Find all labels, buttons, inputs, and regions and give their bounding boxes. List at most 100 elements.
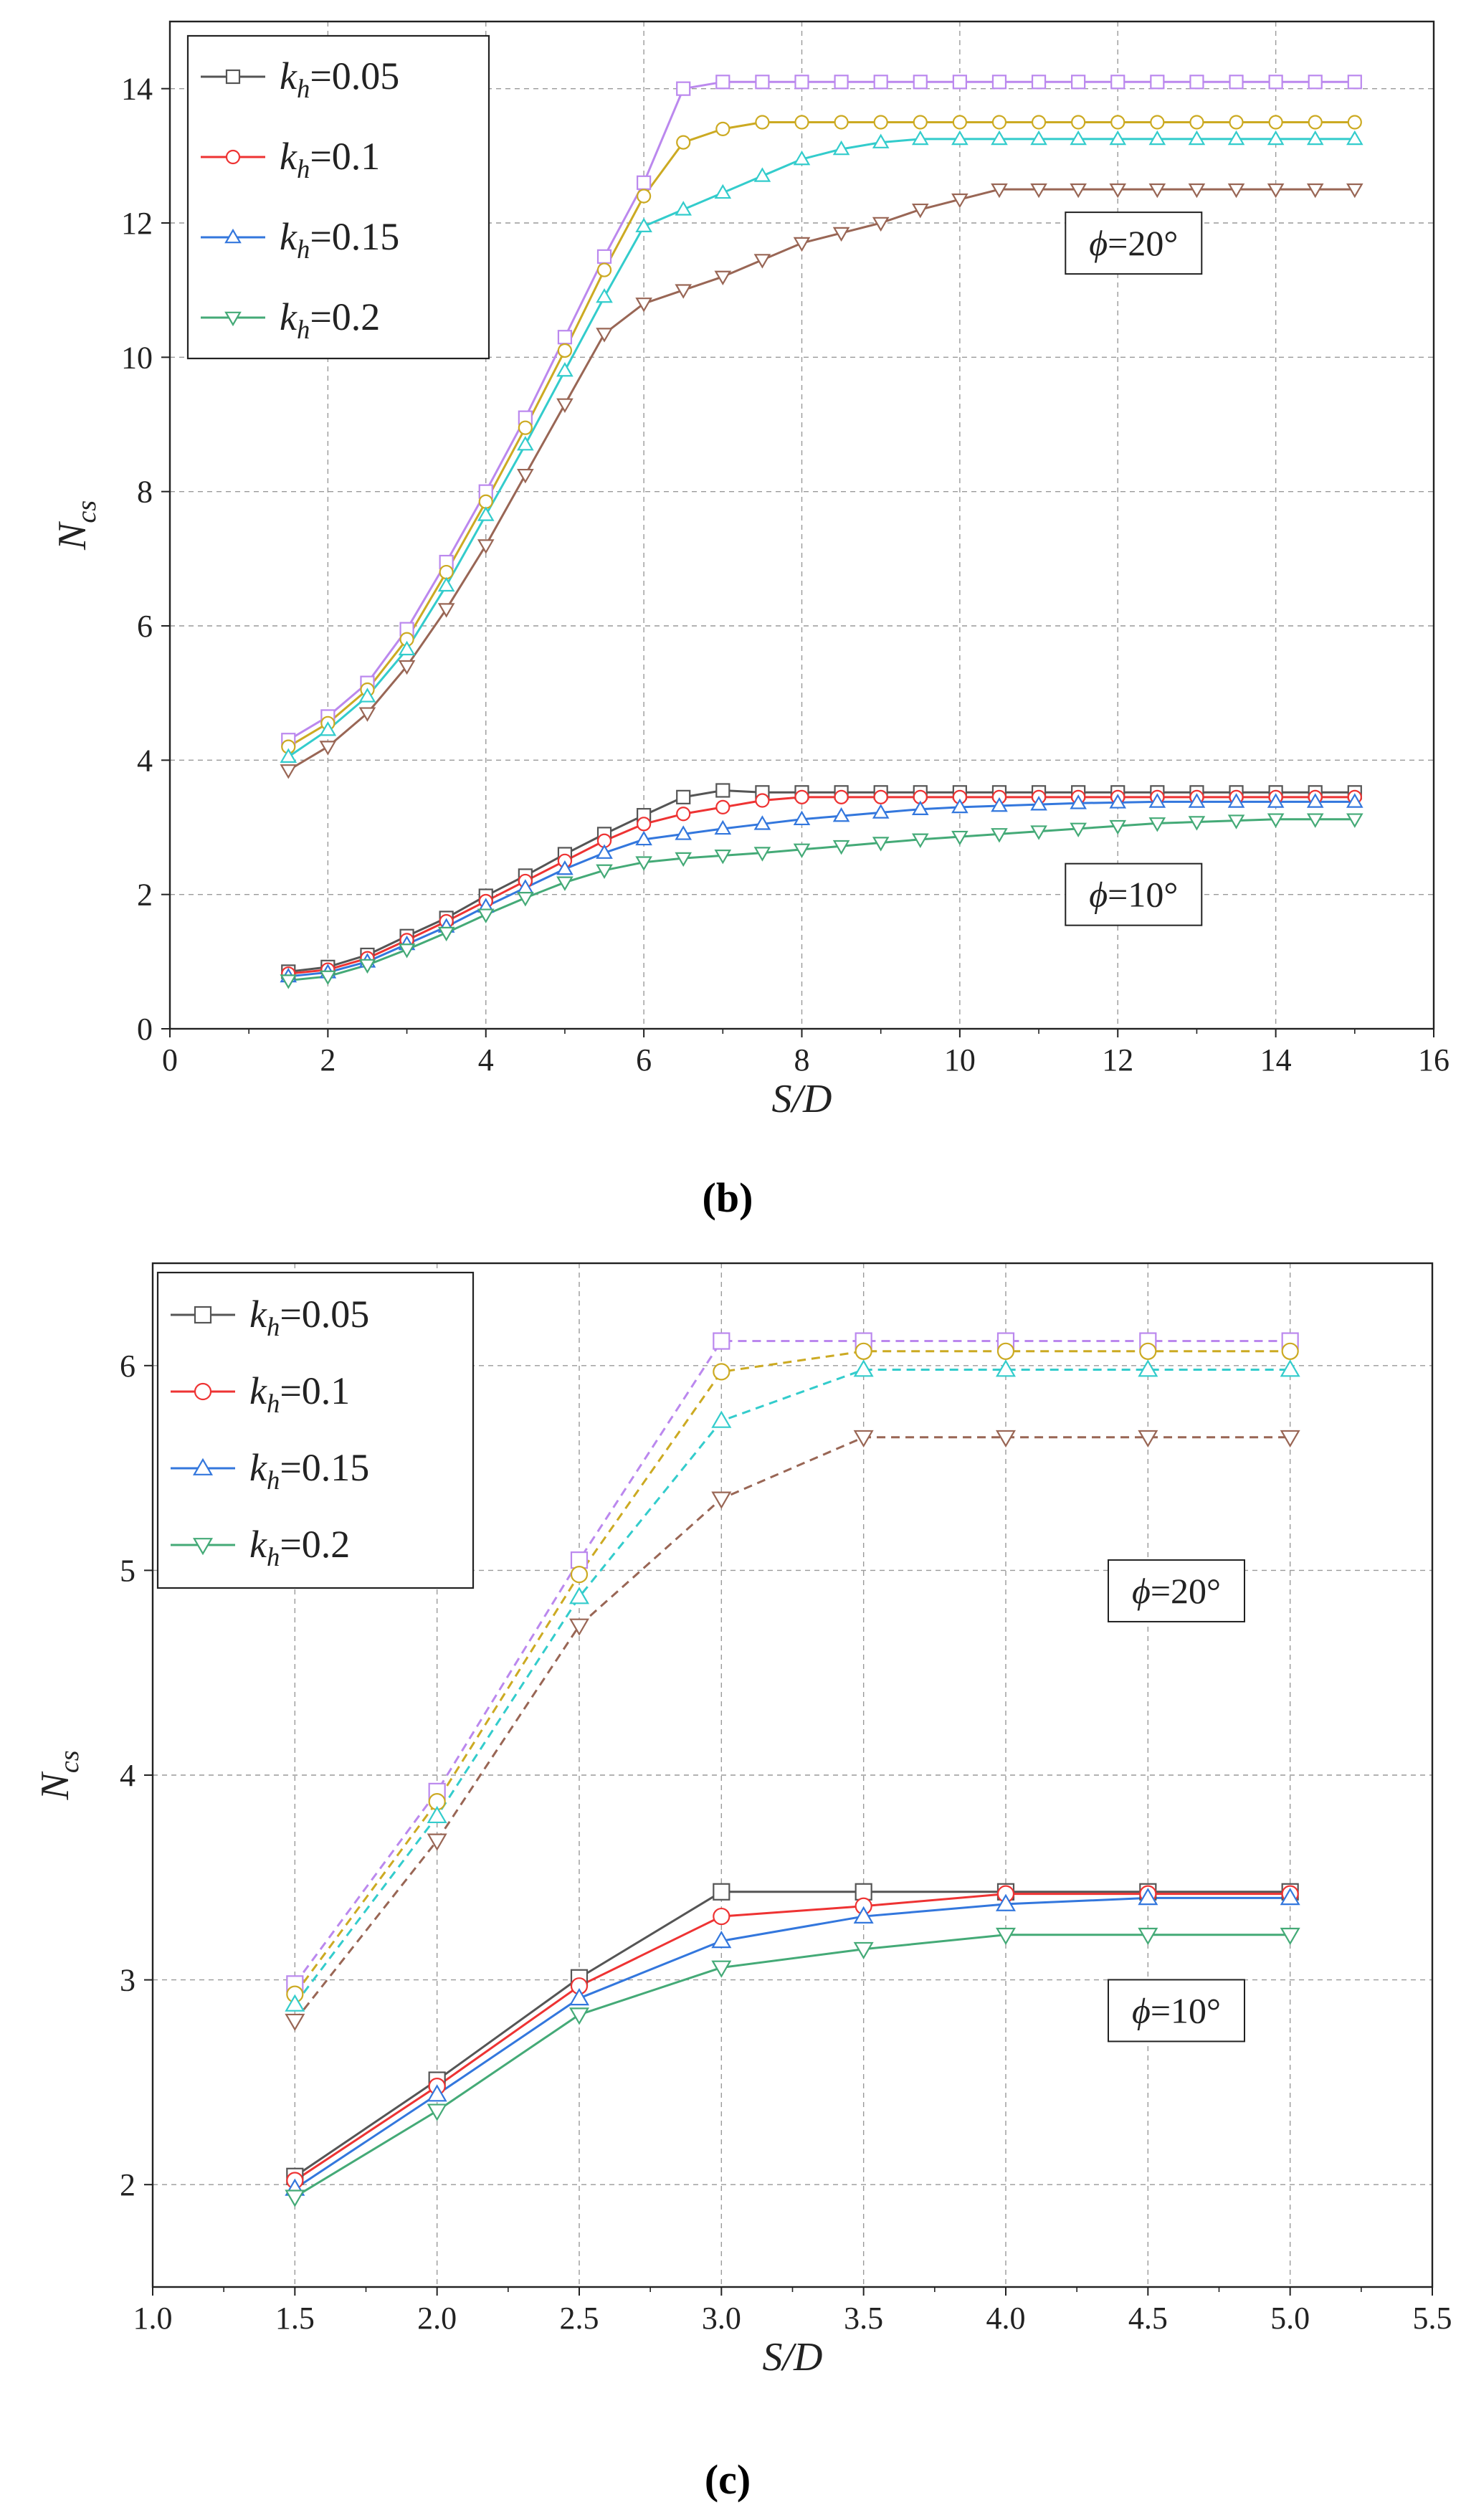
data-point xyxy=(1109,794,1127,809)
annotation-box xyxy=(1108,1979,1245,2043)
x-tick-label: 6 xyxy=(636,1042,652,1078)
data-point xyxy=(1110,75,1125,90)
series-line xyxy=(287,80,1355,741)
annotation-box xyxy=(1065,211,1203,275)
data-point xyxy=(794,115,809,130)
data-point xyxy=(834,75,849,90)
data-point xyxy=(427,2103,447,2121)
legend-marker xyxy=(225,69,241,85)
data-point xyxy=(319,741,337,756)
data-point xyxy=(753,847,771,862)
data-point xyxy=(1148,183,1166,199)
data-point xyxy=(714,819,732,835)
data-point xyxy=(568,1618,590,1636)
legend-marker xyxy=(225,149,241,165)
data-point xyxy=(793,843,811,859)
data-point xyxy=(675,284,692,299)
data-point xyxy=(1150,75,1165,90)
legend-box xyxy=(186,34,490,360)
data-point xyxy=(793,150,811,166)
data-point xyxy=(1306,793,1324,808)
data-point xyxy=(675,201,692,216)
data-point xyxy=(637,175,652,190)
data-point xyxy=(713,1332,730,1350)
data-point xyxy=(832,840,850,855)
data-point xyxy=(855,1342,872,1360)
data-point xyxy=(1031,115,1047,130)
series-line xyxy=(287,138,1355,758)
data-point xyxy=(951,798,968,814)
legend-label: kh=0.2 xyxy=(280,295,380,344)
x-tick-label: 10 xyxy=(944,1042,976,1078)
legend-label: kh=0.1 xyxy=(280,135,380,184)
data-point xyxy=(1281,1342,1299,1360)
data-point xyxy=(398,640,416,656)
y-tick-label: 4 xyxy=(137,743,153,778)
data-point xyxy=(1267,130,1285,146)
data-point xyxy=(711,1491,732,1509)
data-point xyxy=(570,1566,589,1584)
data-point xyxy=(753,254,771,269)
x-tick-label: 4.0 xyxy=(986,2301,1026,2336)
data-point xyxy=(1070,822,1087,837)
data-point xyxy=(556,398,573,413)
y-tick-label: 2 xyxy=(137,878,153,913)
y-tick-label: 5 xyxy=(120,1553,135,1588)
data-point xyxy=(952,115,967,130)
y-axis-title: Ncs xyxy=(33,1750,85,1800)
data-point xyxy=(713,1907,730,1926)
data-point xyxy=(477,506,495,521)
data-point xyxy=(855,1883,872,1901)
data-point xyxy=(1267,793,1285,808)
data-point xyxy=(427,1805,447,1824)
legend-label: kh=0.1 xyxy=(249,1369,350,1418)
data-point xyxy=(1110,115,1125,130)
data-point xyxy=(793,810,811,826)
data-point xyxy=(676,135,691,150)
data-point xyxy=(991,115,1007,130)
legend-label: kh=0.05 xyxy=(280,54,399,103)
data-point xyxy=(853,1906,874,1924)
x-tick-label: 1.5 xyxy=(275,2301,315,2336)
data-point xyxy=(556,361,573,377)
data-point xyxy=(715,75,730,90)
legend-box xyxy=(156,1271,475,1589)
data-point xyxy=(1071,75,1086,90)
series-line xyxy=(288,818,1355,982)
y-tick-label: 0 xyxy=(137,1012,153,1047)
data-point xyxy=(1070,183,1087,199)
data-point xyxy=(1280,1359,1300,1377)
series-line xyxy=(288,789,1355,973)
data-point xyxy=(635,298,652,313)
data-point xyxy=(1109,819,1127,835)
y-tick-label: 6 xyxy=(120,1349,135,1384)
data-point xyxy=(991,828,1008,843)
data-point xyxy=(596,328,613,343)
data-point xyxy=(1189,115,1204,130)
data-point xyxy=(794,75,809,90)
data-point xyxy=(715,799,730,815)
x-axis-title: S/D xyxy=(763,2335,823,2379)
data-point xyxy=(1071,115,1086,130)
data-point xyxy=(911,203,929,219)
x-tick-label: 2.5 xyxy=(560,2301,599,2336)
data-point xyxy=(1229,115,1244,130)
data-point xyxy=(793,237,811,252)
data-point xyxy=(1188,183,1206,199)
legend-marker xyxy=(194,1306,212,1324)
legend-marker xyxy=(192,1538,214,1556)
data-point xyxy=(753,815,771,830)
data-point xyxy=(319,970,337,986)
data-point xyxy=(1109,183,1127,199)
y-tick-label: 6 xyxy=(137,609,153,644)
data-point xyxy=(280,764,298,779)
data-point xyxy=(832,807,850,822)
x-tick-label: 4.5 xyxy=(1128,2301,1168,2336)
data-point xyxy=(1188,816,1206,831)
data-point xyxy=(596,864,613,880)
data-point xyxy=(556,860,573,875)
data-point xyxy=(427,2084,447,2102)
data-point xyxy=(635,217,652,232)
legend-marker xyxy=(224,311,242,327)
data-point xyxy=(637,189,652,204)
